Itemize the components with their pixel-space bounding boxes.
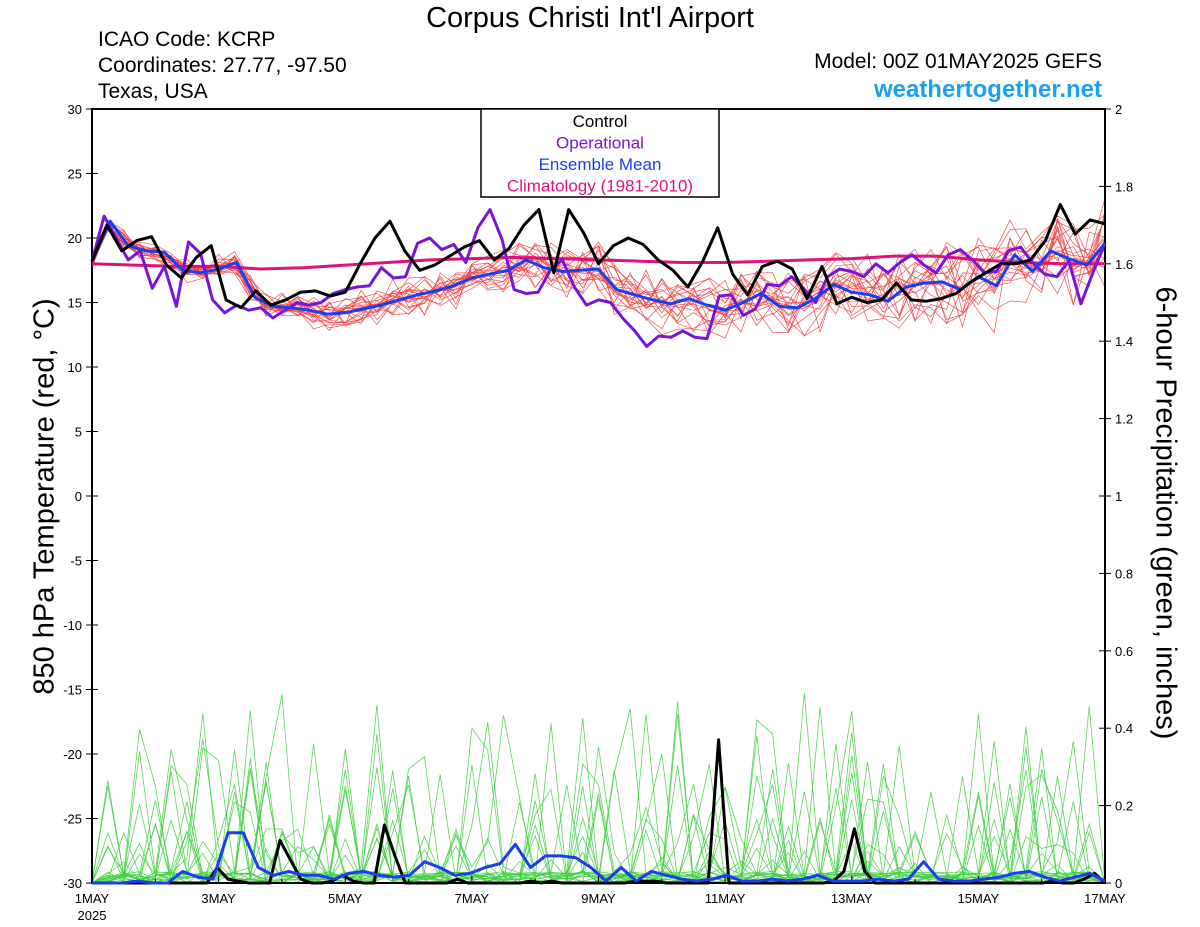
x-tick-label: 13MAY <box>831 891 873 906</box>
region: Texas, USA <box>98 80 208 103</box>
x-tick-label: 3MAY <box>201 891 236 906</box>
y-axis-left: 30 25 20 15 10 5 0 -5 -10 -15 -20 -25 -30 <box>63 102 98 891</box>
precip-series-control <box>92 738 1107 885</box>
x-tick-label: 1MAY <box>75 891 110 906</box>
x-axis: 1MAY 2025 3MAY 5MAY 7MAY 9MAY 11MAY 13MAY 15MAY 1… <box>75 876 1126 923</box>
precip-member-line <box>91 694 1106 885</box>
precip-member-line <box>91 711 1106 884</box>
y-tick-label: -5 <box>70 554 82 569</box>
y-tick-label: -20 <box>63 747 82 762</box>
x-tick-year: 2025 <box>78 908 107 923</box>
temp-series-operational <box>90 208 1107 348</box>
y-tick-label: 5 <box>75 425 82 440</box>
model-run: Model: 00Z 01MAY2025 GEFS <box>814 50 1102 73</box>
y2-tick-label: 0.6 <box>1115 644 1133 659</box>
precip-member-line <box>91 713 1106 884</box>
legend-entry: Operational <box>556 134 644 153</box>
precip-member-line <box>91 710 1106 884</box>
y-tick-label: 0 <box>75 489 82 504</box>
x-tick-label: 5MAY <box>328 891 363 906</box>
precip-member-line <box>91 692 1106 884</box>
legend: Control Operational Ensemble Mean Climatolo… <box>480 108 720 198</box>
y-tick-label: -15 <box>63 683 82 698</box>
y-tick-label: -10 <box>63 618 82 633</box>
y-tick-label: -25 <box>63 812 82 827</box>
y-tick-label: 25 <box>68 167 82 182</box>
series-group <box>90 203 1107 885</box>
x-tick-label: 7MAY <box>455 891 490 906</box>
y2-tick-label: 2 <box>1115 102 1122 117</box>
y-tick-label: 10 <box>68 360 82 375</box>
x-tick-label: 11MAY <box>705 891 746 906</box>
precip-member-line <box>91 714 1106 884</box>
x-tick-label: 9MAY <box>581 891 616 906</box>
chart-title: Corpus Christi Int'l Airport <box>426 2 754 34</box>
precip-member-line <box>91 708 1106 884</box>
temp-series-control <box>90 203 1106 310</box>
y-tick-label: -30 <box>63 876 82 891</box>
precip-member-line <box>91 719 1106 884</box>
y-tick-label: 20 <box>68 231 82 246</box>
site-link[interactable]: weathertogether.net <box>873 76 1102 103</box>
coordinates: Coordinates: 27.77, -97.50 <box>98 54 347 77</box>
temp-member-line <box>91 225 1106 323</box>
legend-entry: Climatology (1981-2010) <box>507 177 693 196</box>
x-tick-label: 17MAY <box>1084 891 1126 906</box>
y2-tick-label: 1 <box>1115 489 1122 504</box>
y-axis-right: 2 1.8 1.6 1.4 1.2 1 0.8 0.6 0.4 0.2 0 <box>1099 102 1133 891</box>
legend-box <box>480 108 720 198</box>
plot-frame <box>91 108 1106 884</box>
temp-series-ensemble-mean <box>90 219 1107 316</box>
icao-code: ICAO Code: KCRP <box>98 28 276 51</box>
y2-tick-label: 1.8 <box>1115 179 1133 194</box>
precip-member-line <box>91 713 1106 884</box>
y2-tick-label: 1.6 <box>1115 257 1133 272</box>
legend-entry: Control <box>573 112 628 131</box>
y2-tick-label: 0 <box>1115 876 1122 891</box>
temp-member-line <box>91 223 1106 333</box>
y-tick-label: 30 <box>68 102 82 117</box>
y2-tick-label: 1.4 <box>1115 334 1133 349</box>
y2-tick-label: 0.2 <box>1115 799 1133 814</box>
precip-series-ensemble-mean <box>92 831 1106 885</box>
y2-tick-label: 1.2 <box>1115 412 1133 427</box>
y-tick-label: 15 <box>68 296 82 311</box>
y2-tick-label: 0.8 <box>1115 566 1133 581</box>
x-tick-label: 15MAY <box>958 891 1000 906</box>
temp-series-climatology-1981-2010- <box>91 254 1105 271</box>
legend-entry: Ensemble Mean <box>539 155 662 174</box>
y2-tick-label: 0.4 <box>1115 721 1133 736</box>
